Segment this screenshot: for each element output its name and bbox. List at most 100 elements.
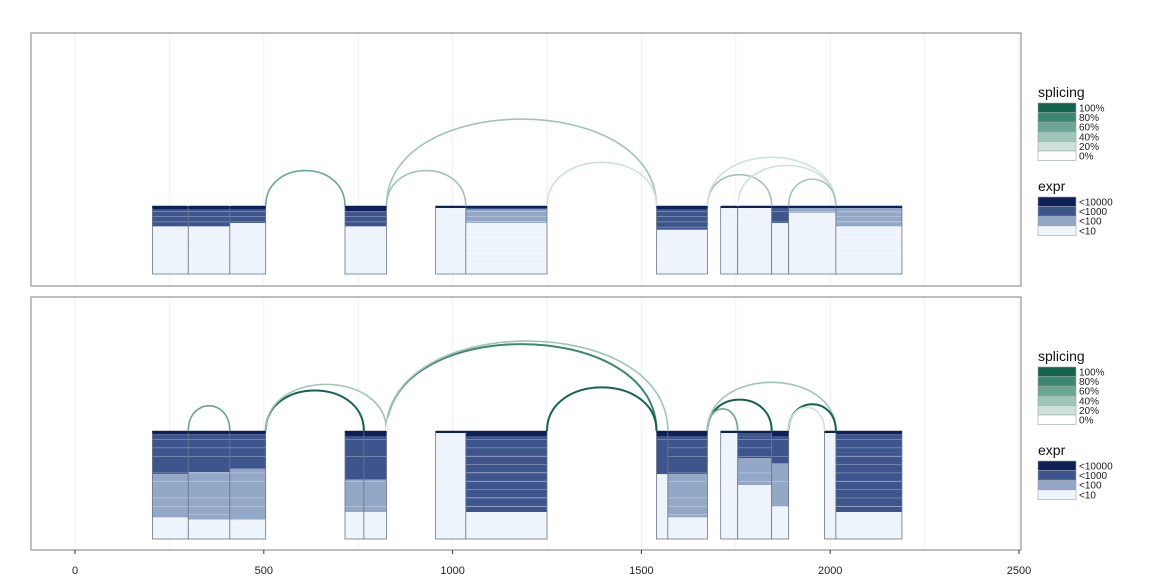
junction-arc [787,406,826,432]
legend-key [1037,479,1077,491]
legend-title: expr [1038,178,1066,194]
exon-band [188,472,230,520]
exon [771,430,790,540]
exon-band [229,209,266,223]
legend-splicing-bottom: splicing 100%80%60%40%20%0% [1037,348,1105,427]
legend-key [1037,215,1077,227]
exon [788,205,837,275]
exon-band [737,485,772,539]
legend-expr-bottom: expr <10000<1000<100<10 [1037,442,1113,501]
legend-key [1037,414,1077,425]
legend-key [1037,112,1077,123]
x-tick-label: 0 [72,565,78,576]
exon-band [435,433,466,539]
exon-band [152,517,189,539]
exon-band [188,434,230,473]
exon-band [771,431,789,437]
junction-arc [719,186,739,207]
exon [656,205,708,275]
exon [824,430,837,540]
exon-band [188,226,230,274]
exon-band [771,506,789,539]
exon [465,205,548,275]
exon-band [824,433,836,539]
exon [465,430,548,540]
exon [229,430,267,540]
exon [152,205,189,275]
exon-band [188,519,230,539]
x-tick-label: 500 [255,565,273,576]
exon [737,205,773,275]
exon [656,430,669,540]
legend-key [1037,376,1077,387]
junction-arc [385,169,467,207]
exon [737,430,773,540]
exon-band [835,434,902,453]
junction-arc [385,402,437,432]
exon-band [667,436,708,475]
legend-label: <1000 [1079,207,1108,218]
legend-key [1037,225,1077,236]
exon [771,205,790,275]
exon-band [152,226,189,274]
exon-band [344,479,364,512]
exon [229,205,267,275]
junction-arc [546,386,658,432]
legend-label: 20% [1079,406,1099,417]
exon [344,205,387,275]
exon-band [363,436,387,480]
exon-band [344,431,364,437]
exon-band [344,226,387,274]
exon [187,430,231,540]
legend-key [1037,489,1077,500]
exon-band [656,431,668,437]
exon-band [771,209,789,223]
exon-band [229,223,266,274]
legend-label: 0% [1079,416,1094,427]
exon [435,430,467,540]
junction-arc [787,178,837,207]
exon-band [363,479,387,512]
legend-label: <10 [1079,226,1096,237]
legend-label: 80% [1079,377,1099,388]
junction-arc [706,381,837,432]
exon-band [363,512,387,539]
exon-band [835,452,902,512]
exon-band [656,436,668,475]
exon-band [720,433,738,539]
exon-band [344,436,364,480]
exon-band [788,209,836,213]
panel-2 [30,296,1022,551]
legend-label: 40% [1079,132,1099,143]
legend-expr-top: expr <10000<1000<100<10 [1037,178,1113,237]
exon-band [771,463,789,507]
legend-title: expr [1038,442,1066,458]
legend-key [1037,405,1077,416]
legend-label: 100% [1079,368,1105,379]
legend-key [1037,366,1077,377]
panel-1 [30,32,1022,287]
x-axis: 0 500 1000 1500 2000 2500 [72,550,1031,576]
exon-band [465,436,547,512]
exon-band [771,436,789,464]
exon-band [465,223,547,274]
legends-layer: splicing100%80%60%40%20%0%expr<10000<100… [1037,84,1113,501]
exon-band [835,512,902,539]
exon [720,430,739,540]
legend-label: 40% [1079,396,1099,407]
exon-band [152,434,189,475]
legend-label: 20% [1079,142,1099,153]
legend-key [1037,196,1077,207]
exon-band [465,209,547,223]
exon-band [656,209,708,230]
exon-band [152,209,189,227]
exon-band [737,207,772,274]
exon-band [737,436,772,458]
exon [344,430,365,540]
legend-label: <10000 [1079,198,1113,209]
legend-label: 0% [1079,152,1094,163]
exon [835,205,903,275]
exon-band [737,458,772,485]
exon-band [344,512,364,539]
